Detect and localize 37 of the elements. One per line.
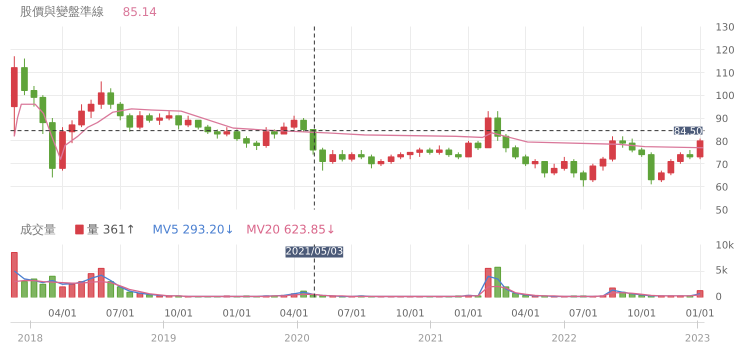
y-tick-label: 50 [716, 206, 728, 216]
x-tick-label: 01/01 [222, 308, 252, 320]
y-tick-label: 10k [716, 240, 734, 252]
x2-tick-label: 2022 [551, 334, 577, 344]
x2-tick-label: 2023 [684, 334, 710, 344]
text: MV20 623.85↓ [246, 222, 336, 236]
y-tick-label: 70 [716, 160, 728, 171]
chart-subtitle: 85.14 [122, 5, 157, 19]
x2-tick-label: 2018 [18, 334, 43, 344]
y-tick-label: 90 [716, 114, 728, 125]
x-tick-label: 07/01 [106, 308, 135, 320]
x-tick-label: 10/01 [164, 308, 194, 320]
x-tick-label: 01/01 [686, 308, 714, 320]
text: MV5 293.20↓ [152, 222, 235, 236]
y-tick-label: 110 [716, 68, 735, 80]
y-tick-label: 100 [716, 91, 735, 102]
y-tick-label: 0 [716, 292, 722, 303]
x-tick-label: 10/01 [627, 308, 656, 320]
x-tick-label: 04/01 [511, 308, 540, 320]
x-tick-label: 04/01 [48, 308, 77, 320]
y-tick-label: 5k [716, 266, 728, 276]
x-tick-label: 01/01 [454, 308, 483, 320]
y-tick-label: 60 [716, 182, 728, 194]
ref-line-label: 2021/05/03 [286, 246, 344, 258]
x-tick-label: 10/01 [396, 308, 425, 320]
y-tick-label: 80 [716, 136, 728, 148]
x2-tick-label: 2019 [150, 334, 176, 344]
x2-tick-label: 2020 [284, 334, 310, 344]
x-tick-label: 07/01 [568, 308, 598, 320]
x-tick-label: 07/01 [337, 308, 366, 320]
y-tick-label: 120 [716, 45, 735, 56]
chart-title: 股價與變盤準線 [20, 4, 104, 18]
x-tick-label: 04/01 [280, 308, 308, 320]
legend-label: 量 361↑ [86, 222, 136, 236]
y-tick-label: 130 [716, 22, 735, 34]
x2-tick-label: 2021 [418, 334, 444, 344]
chart-title: 成交量 [20, 222, 56, 236]
